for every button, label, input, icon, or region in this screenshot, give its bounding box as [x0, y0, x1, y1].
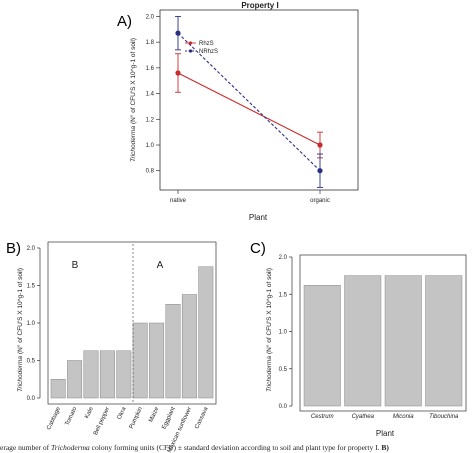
y-tick-label: 1.2 [146, 117, 155, 123]
bar [83, 350, 99, 399]
y-tick-label: 2.0 [146, 14, 155, 20]
x-tick-label: Maize [148, 406, 160, 424]
y-tick-label: 2.0 [27, 246, 36, 252]
panel-b-ylabel: Trichoderma(N° of CFU'S X 10^g-1 of soil… [16, 268, 24, 392]
x-tick-label: Tibouchina [429, 414, 459, 420]
bar [67, 360, 83, 399]
y-tick-label: 1.0 [279, 330, 288, 336]
y-tick-label: 0.0 [27, 396, 36, 402]
bar [303, 285, 341, 407]
data-point [175, 70, 181, 76]
x-tick-label: organic [310, 198, 330, 204]
data-point [175, 30, 181, 36]
panel-a-x-axis: native organic [170, 190, 330, 204]
panel-c-letter: C) [250, 240, 266, 257]
panel-a-y-axis: 0.8 1.0 1.2 1.4 1.6 1.8 2.0 [146, 14, 160, 175]
panel-a-legend: RhzS NRhzS [185, 41, 218, 55]
panel-c-bars [303, 275, 463, 407]
panel-b-group-label-b: B [72, 260, 79, 271]
panel-c: C) Trichoderma(N° of CFU'S X 10^g-1 of s… [250, 240, 467, 438]
x-tick-label: Tomato [65, 406, 79, 427]
panel-a-plot-frame [159, 9, 359, 191]
y-tick-label: 1.8 [146, 40, 155, 46]
bar [384, 275, 422, 407]
panel-b: B) Trichoderma(N° of CFU'S X 10^g-1 of s… [6, 240, 217, 453]
bar [116, 350, 132, 399]
panel-a-letter: A) [117, 13, 132, 30]
x-tick-label: Miconia [393, 414, 414, 420]
panel-b-plot-frame [47, 241, 217, 405]
panel-a-series [175, 15, 323, 188]
bar [50, 379, 66, 399]
bar [165, 304, 181, 399]
x-tick-label: Eggplant [161, 406, 177, 430]
legend-label: RhzS [199, 41, 214, 47]
x-tick-label: Cassava [194, 406, 210, 430]
legend-marker [188, 49, 193, 53]
panel-c-plot-frame [299, 254, 467, 412]
y-tick-label: 0.5 [27, 359, 36, 365]
series-line-1 [177, 32, 321, 172]
panel-a-ylabel: Trichoderma(N° of CFU'S X 10^g-1 of soil… [129, 38, 137, 162]
panel-a-xlabel: Plant [249, 213, 268, 222]
x-tick-label: Bell pepper [93, 406, 111, 436]
x-tick-label: Kale [84, 406, 95, 420]
data-point [317, 142, 323, 148]
panel-a: A) Property I Plant Trichoderma(N° of CF… [117, 1, 359, 222]
figure-caption: erage number of Trichoderma colony formi… [0, 443, 389, 452]
y-tick-label: 0.5 [279, 367, 288, 373]
bar [344, 275, 382, 407]
panel-b-group-label-a: A [157, 260, 164, 271]
y-tick-label: 1.4 [146, 92, 155, 98]
bar [181, 294, 197, 399]
bar [132, 322, 148, 399]
x-tick-label: Okra [117, 406, 128, 421]
y-tick-label: 0.8 [146, 169, 155, 175]
panel-a-title: Property I [241, 1, 278, 10]
panel-c-y-axis: 0.0 0.5 1.0 1.5 2.0 [279, 255, 293, 410]
y-tick-label: 1.0 [27, 321, 36, 327]
data-point [317, 168, 323, 174]
y-tick-label: 2.0 [279, 255, 288, 261]
legend-label: NRhzS [199, 49, 218, 55]
y-tick-label: 1.5 [279, 292, 288, 298]
y-tick-label: 1.6 [146, 66, 155, 72]
x-tick-label: Cestrum [311, 414, 334, 420]
y-tick-label: 1.0 [146, 143, 155, 149]
panel-b-letter: B) [6, 240, 21, 257]
panel-b-y-axis: 0.0 0.5 1.0 1.5 2.0 [27, 246, 41, 402]
legend-marker [188, 41, 193, 45]
y-tick-label: 1.5 [27, 284, 36, 290]
bar [99, 350, 115, 399]
y-tick-label: 0.0 [279, 404, 288, 410]
bar [425, 275, 463, 407]
panel-c-x-axis: Cestrum Cyathea Miconia Tibouchina [311, 414, 459, 420]
x-tick-label: native [170, 198, 187, 204]
x-tick-label: Cyathea [352, 414, 375, 420]
x-tick-label: Pumpkin [129, 406, 144, 430]
panel-c-ylabel: Trichoderma(N° of CFU'S X 10^g-1 of soil… [265, 268, 273, 392]
bar [198, 266, 214, 399]
series-line-0 [177, 72, 321, 146]
panel-b-bars [50, 266, 214, 399]
panel-c-xlabel: Plant [376, 429, 395, 438]
bar [149, 322, 165, 399]
x-tick-label: Cabbage [46, 406, 62, 431]
